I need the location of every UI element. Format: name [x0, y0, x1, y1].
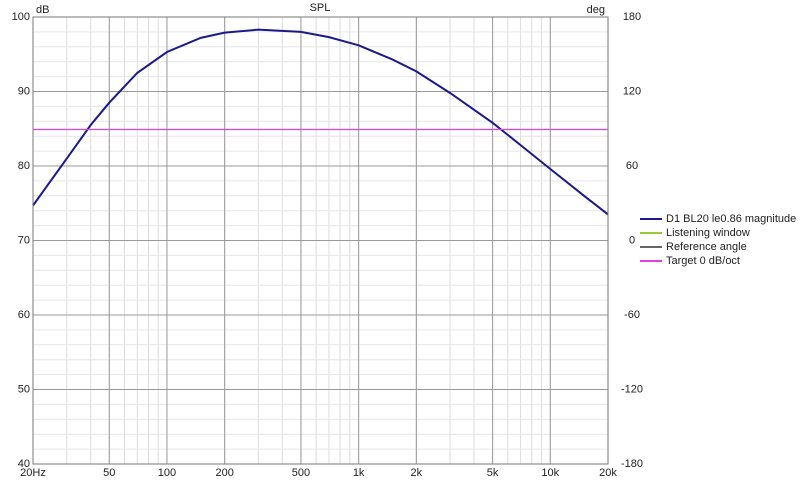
y-tick-label: 60 [18, 309, 30, 321]
y2-tick-label: 0 [629, 234, 635, 246]
y2-tick-label: -120 [621, 383, 643, 395]
x-tick-label: 50 [103, 467, 115, 479]
legend-label: Reference angle [666, 241, 747, 253]
x-tick-label: 1k [353, 467, 365, 479]
y2-tick-label: -180 [621, 458, 643, 470]
grid: 20Hz 50 100 200 500 1k 2k 5k 10k 20k 40 50 60 70 80 90 1… [12, 11, 643, 479]
y2-tick-label: -60 [624, 309, 640, 321]
y2-axis-label: deg [587, 4, 605, 16]
x-tick-label: 100 [158, 467, 176, 479]
x-tick-label: 20k [599, 467, 617, 479]
x-tick-label: 5k [487, 467, 499, 479]
y-tick-label: 40 [18, 458, 30, 470]
series-line [32, 28, 609, 216]
x-tick-label: 20Hz [20, 467, 46, 479]
legend-label: D1 BL20 le0.86 magnitude [666, 213, 796, 225]
y2-tick-label: 180 [623, 11, 641, 23]
y-tick-label: 80 [18, 160, 30, 172]
y-axis-label: dB [36, 4, 49, 16]
x-tick-label: 10k [541, 467, 559, 479]
plot [32, 28, 609, 216]
x-tick-label: 200 [215, 467, 233, 479]
legend-label: Target 0 dB/oct [666, 255, 740, 267]
legend-label: Listening window [666, 227, 750, 239]
x-tick-label: 2k [411, 467, 423, 479]
chart-title: SPL [310, 2, 331, 14]
plot-frame [32, 16, 609, 465]
y-tick-label: 100 [12, 11, 30, 23]
y2-tick-label: 120 [623, 85, 641, 97]
y-tick-label: 70 [18, 234, 30, 246]
x-tick-label: 500 [292, 467, 310, 479]
y-tick-label: 50 [18, 383, 30, 395]
legend: D1 BL20 le0.86 magnitude Listening window… [640, 213, 796, 267]
y-tick-label: 90 [18, 85, 30, 97]
y2-tick-label: 60 [626, 160, 638, 172]
